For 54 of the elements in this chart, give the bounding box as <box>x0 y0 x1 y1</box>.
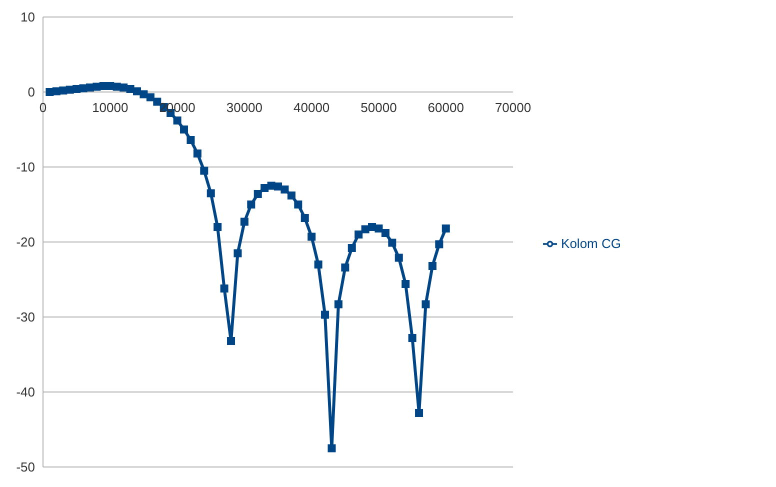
point <box>334 300 342 308</box>
point <box>287 192 296 200</box>
point <box>388 238 396 247</box>
point <box>206 189 215 198</box>
point <box>381 229 390 237</box>
x-tick-label: 40000 <box>294 100 330 115</box>
point <box>374 224 383 232</box>
point <box>153 98 162 106</box>
point <box>402 280 410 288</box>
point <box>428 262 436 270</box>
point <box>321 310 330 319</box>
point <box>442 224 450 232</box>
legend-label: Kolom CG <box>561 236 621 251</box>
point <box>220 284 228 292</box>
point <box>247 200 256 208</box>
y-tick-label: -50 <box>16 460 35 475</box>
point <box>408 334 416 342</box>
point <box>214 223 222 231</box>
point <box>200 166 208 175</box>
point <box>314 260 322 268</box>
point <box>415 409 424 417</box>
x-tick-label: 0 <box>39 100 47 115</box>
point <box>435 240 444 248</box>
point <box>146 93 154 102</box>
point <box>300 214 309 222</box>
x-tick-label: 50000 <box>360 100 397 115</box>
point <box>341 264 350 272</box>
point <box>394 254 403 262</box>
x-tick-label: 70000 <box>494 100 532 115</box>
point <box>234 249 242 258</box>
point <box>240 218 248 226</box>
point <box>193 150 202 158</box>
y-tick-label: 0 <box>28 84 35 100</box>
x-tick-label: 30000 <box>226 100 263 115</box>
point <box>254 190 262 198</box>
point <box>186 136 195 144</box>
point <box>294 200 302 208</box>
y-tick-label: -40 <box>16 384 35 400</box>
point <box>308 232 316 241</box>
point <box>422 300 430 308</box>
point <box>180 126 188 134</box>
x-tick-label: 60000 <box>428 100 464 115</box>
point <box>348 244 356 252</box>
y-tick-label: 10 <box>20 10 35 25</box>
point <box>280 186 289 194</box>
point <box>260 184 269 192</box>
y-tick-label: -10 <box>16 160 35 175</box>
point <box>227 337 236 345</box>
y-tick-label: -30 <box>16 310 35 325</box>
point <box>328 444 336 452</box>
point <box>173 116 182 124</box>
y-tick-label: -20 <box>16 234 35 250</box>
point <box>354 230 363 238</box>
x-tick-label: 10000 <box>92 100 128 115</box>
